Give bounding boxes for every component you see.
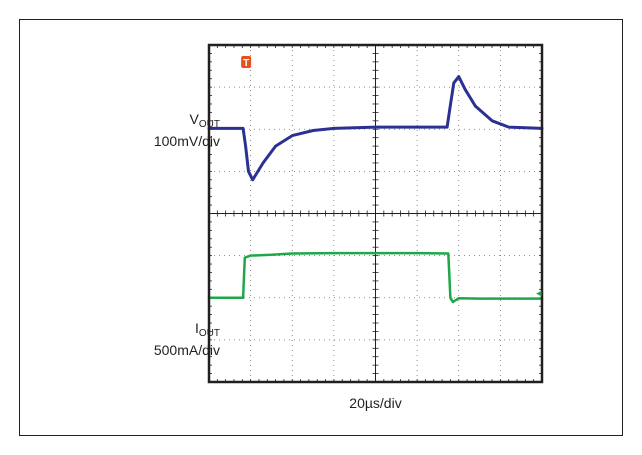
figure-frame bbox=[19, 19, 623, 436]
iout-scale-label: 500mA/div bbox=[153, 342, 220, 358]
trigger-marker-icon bbox=[241, 56, 252, 68]
vout-scale-label: 100mV/div bbox=[153, 133, 220, 149]
iout-trace bbox=[207, 251, 544, 304]
x-scale-label: 20µs/div bbox=[349, 395, 402, 411]
vout-label-main: V bbox=[189, 111, 199, 127]
trigger-marker-label: T bbox=[243, 58, 249, 69]
iout-label-main: I bbox=[195, 320, 199, 336]
iout-ground-marker: ◂ bbox=[536, 287, 542, 300]
plot-border bbox=[207, 43, 544, 384]
vout-trace bbox=[207, 75, 544, 182]
